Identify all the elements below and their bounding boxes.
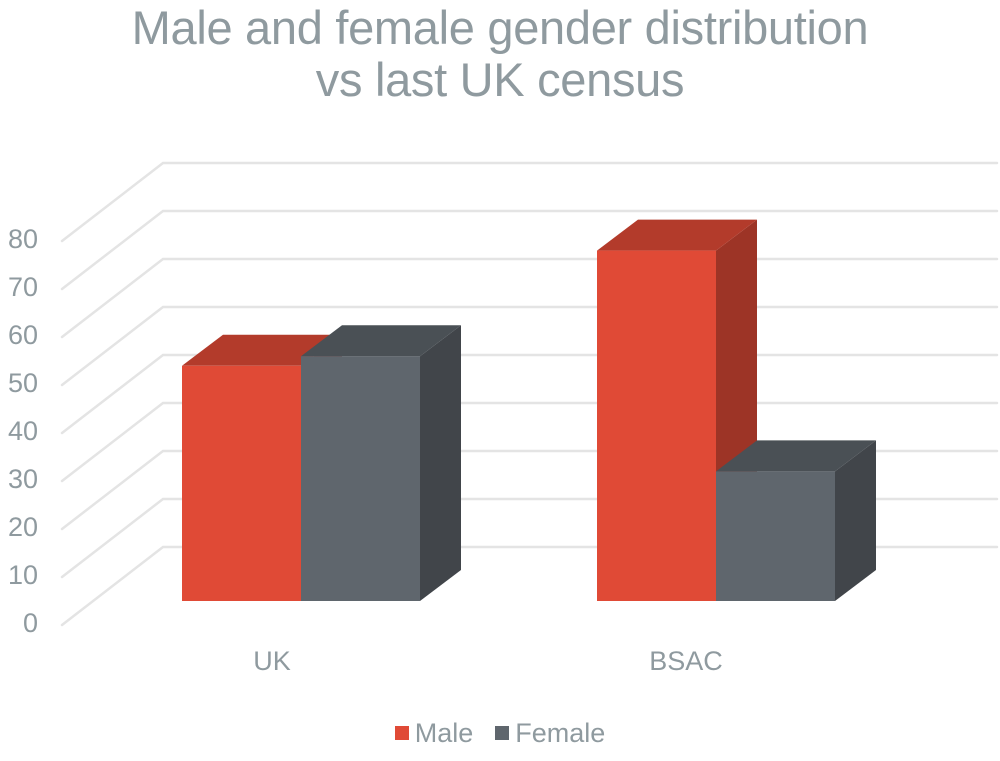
legend-label-male: Male [414,718,474,748]
chart-title-line1: Male and female gender distribution [131,1,869,54]
legend-item-female: Female [495,718,605,748]
male-swatch-icon [394,726,409,740]
y-tick-label: 30 [7,464,38,494]
bar-bsac-female-top [716,440,876,472]
y-tick-label: 60 [7,320,38,350]
bar-bsac-male-front [597,250,716,601]
x-category-bsac: BSAC [649,646,723,676]
legend-item-male: Male [394,718,474,748]
y-tick-label: 50 [7,368,38,398]
x-category-uk: UK [253,646,291,676]
bar-bsac-female-front [716,471,835,601]
bar-bsac-male-top [597,219,757,251]
legend-label-female: Female [515,718,606,748]
legend: Male Female [0,718,1000,748]
y-tick-label: 20 [7,512,38,542]
y-tick-label: 40 [7,416,38,446]
y-tick-label: 10 [7,560,38,590]
bar-uk-female-top [301,325,461,357]
y-tick-label: 80 [7,224,38,254]
gridline [60,161,999,243]
chart-title: Male and female gender distribution vs l… [0,2,1000,106]
bar-uk-female-front [301,356,420,601]
chart-title-line2: vs last UK census [315,53,685,106]
y-tick-label: 70 [7,272,38,302]
female-swatch-icon [495,726,510,740]
y-tick-label: 0 [22,608,38,638]
bar-bsac-female-side [835,440,876,601]
bar-uk-male-front [182,365,301,601]
gridline [60,257,999,339]
gridline [60,209,999,291]
bar-uk-female-side [420,325,461,601]
